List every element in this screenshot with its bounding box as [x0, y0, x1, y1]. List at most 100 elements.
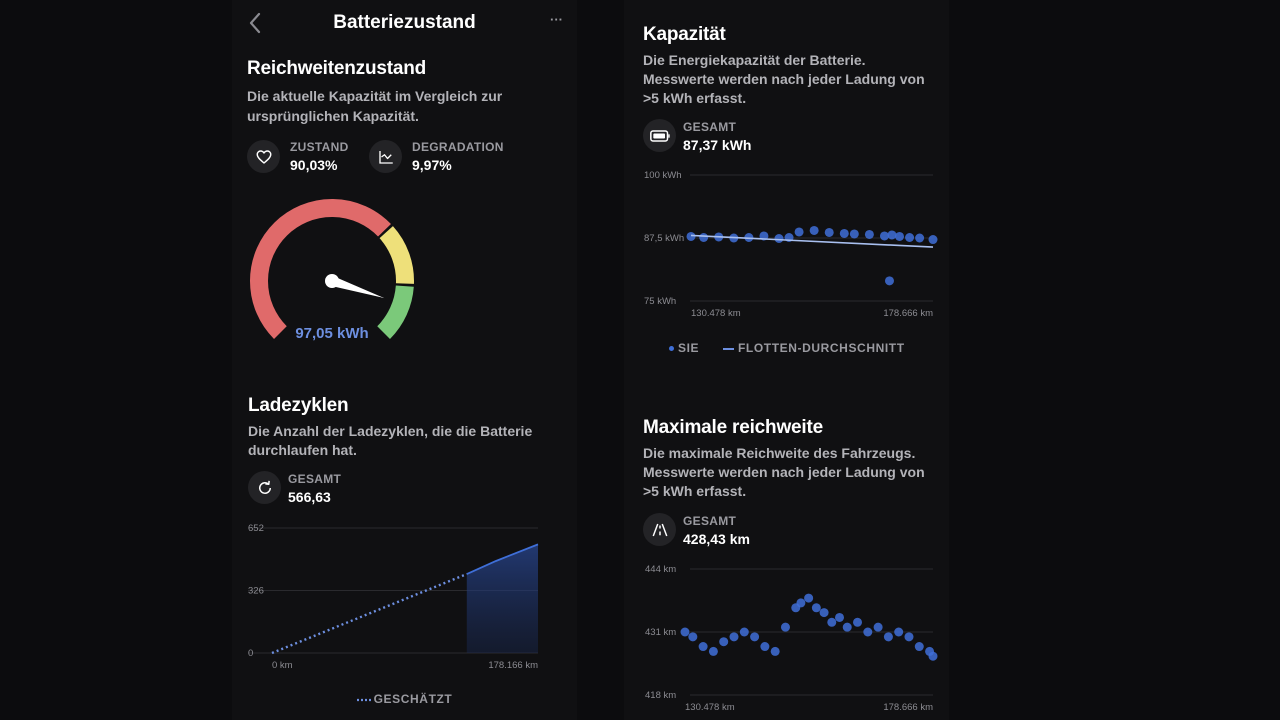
- data-point: [739, 627, 749, 637]
- data-point: [688, 632, 698, 642]
- data-point: [835, 612, 845, 622]
- charge-cycles-description-2: durchlaufen hat.: [248, 442, 357, 458]
- data-point: [873, 622, 883, 632]
- gauge-needle: [330, 276, 385, 299]
- actual-area: [466, 544, 538, 653]
- max-range-description-3: >5 kWh erfasst.: [643, 483, 747, 499]
- data-point: [915, 233, 925, 243]
- charge-cycles-description-1: Die Anzahl der Ladezyklen, die die Batte…: [248, 423, 533, 439]
- data-point: [708, 646, 718, 656]
- data-point: [824, 227, 834, 237]
- data-point: [760, 642, 770, 652]
- road-icon: [652, 523, 667, 536]
- x-tick-label: 0 km: [272, 660, 293, 671]
- estimated-line: [271, 572, 468, 655]
- capacity-icon-button: [643, 119, 676, 152]
- data-point: [863, 627, 873, 637]
- capacity-total-value: 87,37 kWh: [683, 137, 752, 153]
- actual-line: [466, 543, 539, 575]
- legend-you: SIE: [669, 341, 699, 355]
- data-point: [928, 651, 938, 661]
- x-tick-label: 130.478 km: [691, 308, 741, 319]
- data-point: [819, 608, 829, 618]
- y-tick-label: 75 kWh: [644, 296, 676, 307]
- legend-fleet: FLOTTEN-DURCHSCHNITT: [723, 341, 905, 355]
- data-point: [729, 632, 739, 642]
- legend-estimated: GESCHÄTZT: [232, 692, 577, 706]
- left-panel: Batteriezustand ··· Reichweitenzustand D…: [232, 0, 577, 720]
- y-tick-label: 431 km: [645, 627, 676, 638]
- health-value: 90,03%: [290, 157, 338, 173]
- data-point: [680, 627, 690, 637]
- battery-gauge: [250, 199, 414, 339]
- capacity-description-2: Messwerte werden nach jeder Ladung von: [643, 71, 925, 87]
- back-button[interactable]: [246, 10, 268, 36]
- capacity-description-1: Die Energiekapazität der Batterie.: [643, 52, 866, 68]
- chevron-left-icon: [249, 12, 261, 34]
- charge-cycles-chart: 652 326 0 0 km 178.166 km: [248, 523, 539, 671]
- data-point: [839, 228, 849, 238]
- data-point: [887, 230, 897, 240]
- legend-you-label: SIE: [678, 341, 700, 355]
- data-point: [699, 232, 709, 242]
- right-panel: Kapazität Die Energiekapazität der Batte…: [624, 0, 949, 720]
- refresh-icon: [258, 480, 271, 494]
- data-point: [849, 229, 859, 239]
- y-tick-label: 0: [248, 648, 253, 659]
- y-tick-label: 652: [248, 523, 264, 534]
- data-point: [811, 603, 821, 613]
- legend-estimated-label: GESCHÄTZT: [373, 692, 453, 706]
- x-tick-label: 178.666 km: [883, 308, 933, 319]
- page-title: Batteriezustand: [333, 12, 476, 33]
- battery-icon: [649, 129, 670, 142]
- max-range-chart: 444 km 431 km 418 km 130.478 km 178.666 km: [645, 564, 938, 713]
- data-point: [895, 231, 905, 241]
- gauge-arc-green: [377, 285, 414, 339]
- data-point: [905, 232, 915, 242]
- y-tick-label: 100 kWh: [644, 170, 682, 181]
- fleet-average-line: [690, 234, 934, 248]
- health-label: ZUSTAND: [290, 140, 349, 154]
- data-point: [770, 646, 780, 656]
- trend-chart-icon: [378, 150, 393, 164]
- data-point: [879, 231, 889, 241]
- data-point: [774, 234, 784, 244]
- line-marker-icon: [723, 347, 734, 350]
- cycles-total-value: 566,63: [288, 489, 331, 505]
- max-range-description-2: Messwerte werden nach jeder Ladung von: [643, 464, 925, 480]
- cycles-total-label: GESAMT: [288, 472, 342, 486]
- gauge-arc-red: [250, 199, 391, 339]
- capacity-description-3: >5 kWh erfasst.: [643, 90, 747, 106]
- y-tick-label: 326: [248, 586, 264, 597]
- degradation-value: 9,97%: [412, 157, 452, 173]
- section-title-capacity: Kapazität: [643, 24, 726, 45]
- dotted-line-icon: [356, 698, 371, 701]
- data-point: [698, 642, 708, 652]
- max-range-description-1: Die maximale Reichweite des Fahrzeugs.: [643, 445, 916, 461]
- gauge-value: 97,05 kWh: [295, 325, 369, 342]
- data-point: [904, 632, 914, 642]
- cycles-icon-button: [248, 471, 281, 504]
- data-point: [864, 229, 874, 239]
- section-title-range-state: Reichweitenzustand: [247, 58, 427, 79]
- data-point: [794, 227, 804, 237]
- max-range-icon-button: [643, 513, 676, 546]
- degradation-label: DEGRADATION: [412, 140, 504, 154]
- data-point: [804, 593, 814, 603]
- data-point: [750, 632, 760, 642]
- data-point: [809, 225, 819, 235]
- range-state-description-1: Die aktuelle Kapazität im Vergleich zur: [247, 88, 503, 104]
- data-point: [894, 627, 904, 637]
- data-point: [719, 637, 729, 647]
- more-button[interactable]: ···: [550, 12, 563, 27]
- range-state-description-2: ursprünglichen Kapazität.: [247, 108, 419, 124]
- data-point: [883, 632, 893, 642]
- health-icon-button: [247, 140, 280, 173]
- y-tick-label: 418 km: [645, 690, 676, 701]
- dot-marker-icon: [669, 346, 674, 352]
- capacity-chart: 100 kWh 87,5 kWh 75 kWh 130.478 km 178.666 k…: [644, 170, 938, 319]
- x-tick-label: 178.166 km: [488, 660, 538, 671]
- y-tick-label: 444 km: [645, 564, 676, 575]
- y-tick-label: 87,5 kWh: [644, 233, 684, 244]
- section-title-charge-cycles: Ladezyklen: [248, 395, 349, 416]
